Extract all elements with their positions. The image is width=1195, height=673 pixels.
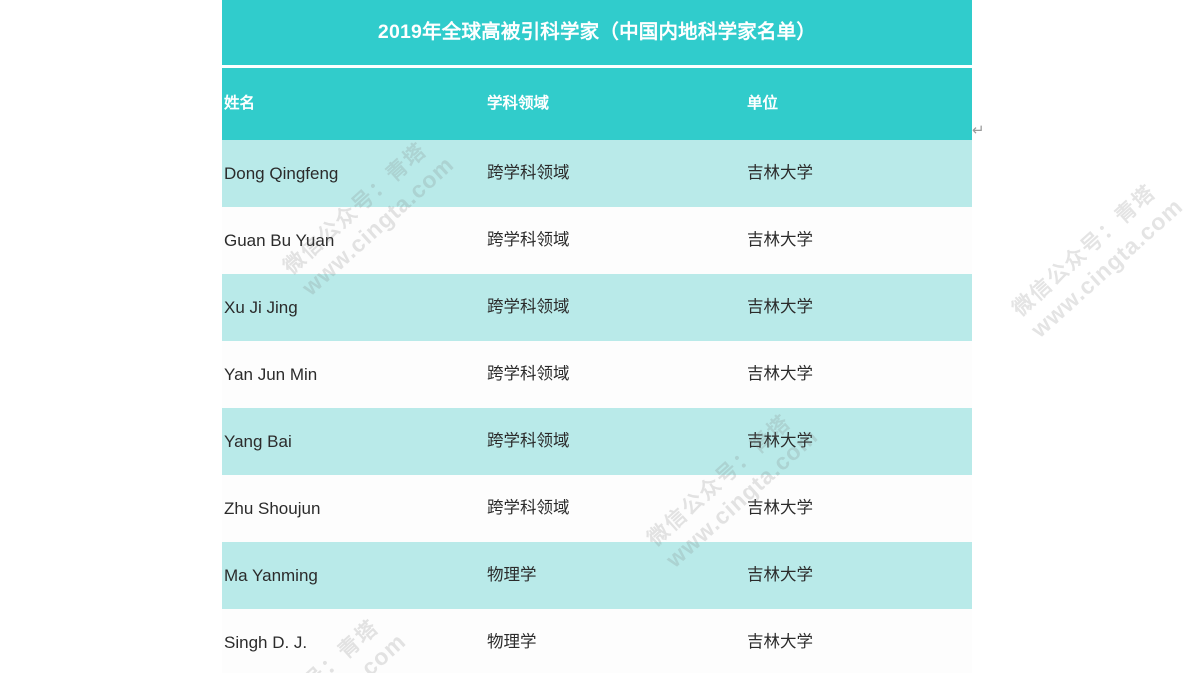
cell-name: Singh D. J. — [224, 633, 308, 652]
cell-institution: 吉林大学 — [747, 499, 813, 518]
table-row: Guan Bu Yuan 跨学科领域 吉林大学 — [222, 207, 972, 274]
cell-field: 跨学科领域 — [487, 499, 570, 518]
column-header-name: 姓名 — [224, 95, 256, 113]
column-header-institution: 单位 — [747, 95, 779, 113]
cell-field: 物理学 — [487, 566, 537, 585]
cell-field: 物理学 — [487, 633, 537, 652]
cell-institution: 吉林大学 — [747, 298, 813, 317]
cell-institution: 吉林大学 — [747, 231, 813, 250]
cell-institution: 吉林大学 — [747, 432, 813, 451]
watermark-line1: 微信公众号：青塔 — [1008, 180, 1161, 321]
cell-institution: 吉林大学 — [747, 633, 813, 652]
cell-name: Xu Ji Jing — [224, 298, 298, 317]
cell-name: Yan Jun Min — [224, 365, 318, 384]
watermark: 微信公众号：青塔 www.cingta.com — [1005, 170, 1188, 343]
column-header-field: 学科领域 — [487, 95, 550, 113]
table-row: Zhu Shoujun 跨学科领域 吉林大学 — [222, 475, 972, 542]
table-row: Singh D. J. 物理学 吉林大学 — [222, 609, 972, 673]
table-row: Xu Ji Jing 跨学科领域 吉林大学 — [222, 274, 972, 341]
return-symbol-icon: ↵ — [972, 122, 985, 139]
watermark-line2: www.cingta.com — [1025, 192, 1188, 343]
cell-institution: 吉林大学 — [747, 566, 813, 585]
cell-field: 跨学科领域 — [487, 164, 570, 183]
cell-name: Zhu Shoujun — [224, 499, 321, 518]
cell-field: 跨学科领域 — [487, 298, 570, 317]
table-row: Ma Yanming 物理学 吉林大学 — [222, 542, 972, 609]
table-row: Yan Jun Min 跨学科领域 吉林大学 — [222, 341, 972, 408]
table-title-bar: 2019年全球高被引科学家（中国内地科学家名单） — [222, 0, 972, 65]
cell-field: 跨学科领域 — [487, 231, 570, 250]
cell-name: Dong Qingfeng — [224, 164, 339, 183]
table-row: Yang Bai 跨学科领域 吉林大学 — [222, 408, 972, 475]
table-header-row: 姓名 学科领域 单位 — [222, 68, 972, 140]
cell-name: Yang Bai — [224, 432, 292, 451]
table-row: Dong Qingfeng 跨学科领域 吉林大学 — [222, 140, 972, 207]
cell-institution: 吉林大学 — [747, 365, 813, 384]
title-separator — [222, 65, 972, 68]
cell-field: 跨学科领域 — [487, 365, 570, 384]
table-body: Dong Qingfeng 跨学科领域 吉林大学 Guan Bu Yuan 跨学… — [222, 140, 972, 673]
cell-field: 跨学科领域 — [487, 432, 570, 451]
cell-institution: 吉林大学 — [747, 164, 813, 183]
cell-name: Ma Yanming — [224, 566, 318, 585]
scientists-table: 2019年全球高被引科学家（中国内地科学家名单） 姓名 学科领域 单位 Dong… — [222, 0, 972, 673]
cell-name: Guan Bu Yuan — [224, 231, 335, 250]
page-title: 2019年全球高被引科学家（中国内地科学家名单） — [377, 20, 817, 43]
